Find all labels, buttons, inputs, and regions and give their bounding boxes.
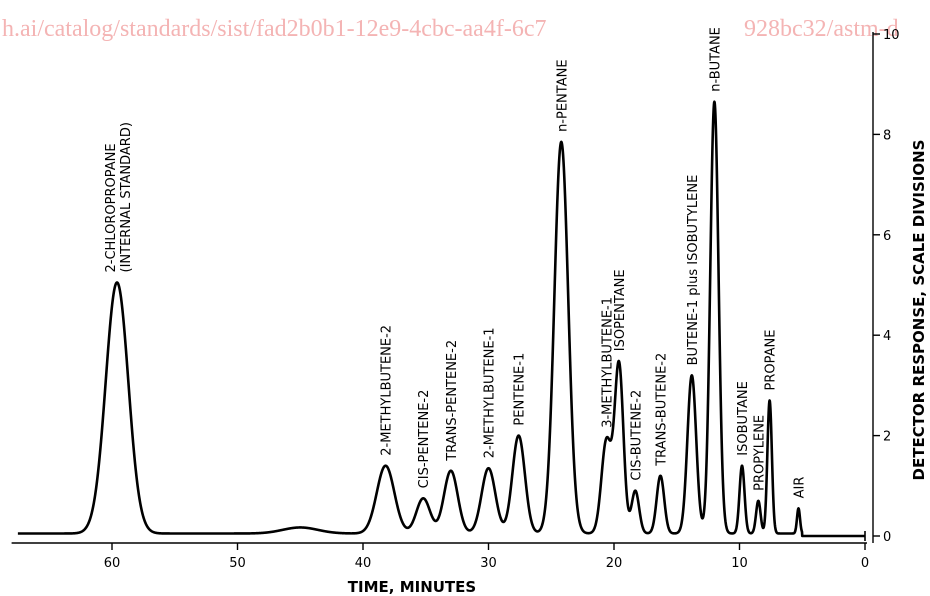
peak-label: n-PENTANE [555,59,570,131]
peak-label-line: (INTERNAL STANDARD) [119,122,134,272]
peak-label-line: PENTENE-1 [513,353,528,426]
peak-label-line: PROPYLENE [752,415,767,491]
peak-label: PENTENE-1 [513,353,528,426]
peak-label: PROPYLENE [752,415,767,491]
y-axis-title: DETECTOR RESPONSE, SCALE DIVISIONS [910,140,928,481]
x-tick-label: 30 [480,556,497,571]
y-tick-label: 2 [883,430,891,445]
y-tick-label: 8 [883,128,891,143]
y-tick-label: 0 [883,530,891,545]
peak-label-line: CIS-PENTENE-2 [417,390,432,489]
peak-label: TRANS-PENTENE-2 [445,340,460,462]
x-tick-label: 60 [104,556,121,571]
x-tick-label: 20 [606,556,623,571]
x-tick-label: 50 [229,556,246,571]
peak-label-line: CIS-BUTENE-2 [629,390,644,481]
peak-label: 2-METHYLBUTENE-2 [380,325,395,456]
y-tick-label: 4 [883,329,891,344]
y-tick-label: 10 [883,28,900,43]
peak-label: 3-METHYLBUTENE-1 [600,297,615,428]
peak-label: ISOPENTANE [613,269,628,351]
y-tick-label: 6 [883,229,891,244]
x-axis-title: TIME, MINUTES [348,578,476,596]
peak-label: PROPANE [764,330,779,391]
x-tick-label: 40 [355,556,372,571]
peak-label: 2-METHYLBUTENE-1 [483,327,498,458]
peak-label-line: 2-METHYLBUTENE-2 [380,325,395,456]
axes: 60 50 40 30 20 10 00 2 4 6 8 10 [11,28,900,571]
peak-label-line: ISOPENTANE [613,269,628,351]
watermark-text-2: 928bc32/astm-d [744,16,899,42]
watermark-text: h.ai/catalog/standards/sist/fad2b0b1-12e… [2,16,546,42]
peak-label: AIR [792,477,807,499]
peak-label-line: 3-METHYLBUTENE-1 [600,297,615,428]
peak-label: n-BUTANE [708,27,723,92]
peak-label-line: 2-CHLOROPROPANE [104,143,119,272]
peak-label-line: 2-METHYLBUTENE-1 [483,327,498,458]
peak-label: CIS-PENTENE-2 [417,390,432,489]
peak-label-line: PROPANE [764,330,779,391]
x-tick-label: 0 [861,556,869,571]
peak-label-line: BUTENE-1 plus ISOBUTYLENE [686,175,701,366]
peak-label-line: n-PENTANE [555,59,570,131]
peak-label-line: ISOBUTANE [736,381,751,456]
peak-label: BUTENE-1 plus ISOBUTYLENE [686,175,701,366]
peak-label-line: n-BUTANE [708,27,723,92]
peak-label: 2-CHLOROPROPANE(INTERNAL STANDARD) [104,122,134,272]
peak-label: ISOBUTANE [736,381,751,456]
peak-label-line: AIR [792,477,807,499]
peak-label: TRANS-BUTENE-2 [654,353,669,467]
peak-labels: 2-CHLOROPROPANE(INTERNAL STANDARD) 2-METH… [104,27,807,498]
peak-label: CIS-BUTENE-2 [629,390,644,481]
peak-label-line: TRANS-PENTENE-2 [445,340,460,462]
peak-label-line: TRANS-BUTENE-2 [654,353,669,467]
chromatogram-trace [16,100,865,538]
x-tick-label: 10 [731,556,748,571]
